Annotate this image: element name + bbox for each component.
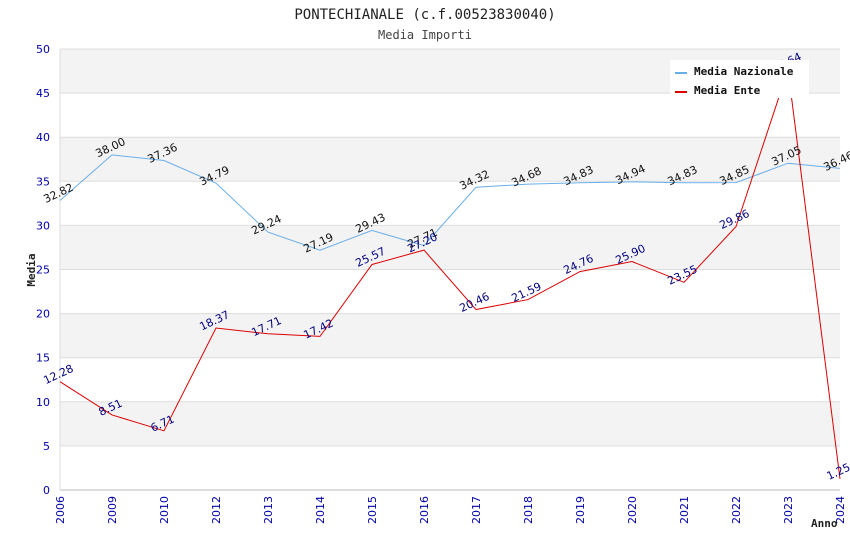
x-tick-label: 2017: [470, 496, 483, 524]
x-tick-label: 2020: [626, 496, 639, 524]
grid-band: [60, 445, 840, 490]
grid-band: [60, 269, 840, 314]
legend-box: [670, 60, 809, 98]
grid-band: [60, 401, 840, 446]
x-tick-label: 2013: [262, 496, 275, 524]
y-tick-label: 45: [36, 87, 50, 100]
x-axis-label: Anno: [811, 517, 838, 530]
y-tick-label: 30: [36, 219, 50, 232]
x-tick-label: 2022: [730, 496, 743, 524]
grid-band: [60, 181, 840, 226]
series-lines: [59, 69, 841, 480]
x-tick-label: 2018: [522, 496, 535, 524]
x-tick-label: 2015: [366, 496, 379, 524]
series-line-media-nazionale: [59, 154, 841, 251]
x-tick-label: 2023: [782, 496, 795, 524]
x-tick-label: 2012: [210, 496, 223, 524]
grid-band: [60, 137, 840, 182]
x-tick-label: 2014: [314, 496, 327, 524]
grid-band: [60, 225, 840, 270]
y-tick-labels: 0 5 10 15 20 25 30 35 40 45 50: [36, 43, 50, 497]
y-tick-label: 50: [36, 43, 50, 56]
chart-subtitle: Media Importi: [378, 28, 472, 42]
legend-label-media-nazionale: Media Nazionale: [694, 65, 794, 78]
x-tick-label: 2019: [574, 496, 587, 524]
x-tick-label: 2016: [418, 496, 431, 524]
series-line-media-ente: [59, 69, 841, 480]
y-axis-label: Media: [25, 253, 38, 286]
x-tick-label: 2009: [106, 496, 119, 524]
x-tick-labels: 2006 2009 2010 2012 2013 2014 2015 2016 2017 2018…: [54, 496, 847, 524]
y-tick-label: 20: [36, 308, 50, 321]
y-tick-label: 5: [43, 440, 50, 453]
y-tick-label: 15: [36, 352, 50, 365]
grid-band: [60, 93, 840, 138]
grid-band: [60, 313, 840, 358]
y-tick-label: 0: [43, 484, 50, 497]
x-tick-label: 2006: [54, 496, 67, 524]
legend-label-media-ente: Media Ente: [694, 84, 761, 97]
x-tick-label: 2010: [158, 496, 171, 524]
grid-band: [60, 357, 840, 402]
y-tick-label: 35: [36, 175, 50, 188]
y-tick-label: 40: [36, 131, 50, 144]
x-tick-label: 2021: [678, 496, 691, 524]
y-tick-label: 25: [36, 264, 50, 277]
legend: Media Nazionale Media Ente: [670, 60, 809, 98]
y-tick-label: 10: [36, 396, 50, 409]
grid-bands: [60, 49, 840, 490]
chart-title: PONTECHIANALE (c.f.00523830040): [294, 7, 555, 23]
x-tick-label: 2024: [834, 496, 847, 524]
